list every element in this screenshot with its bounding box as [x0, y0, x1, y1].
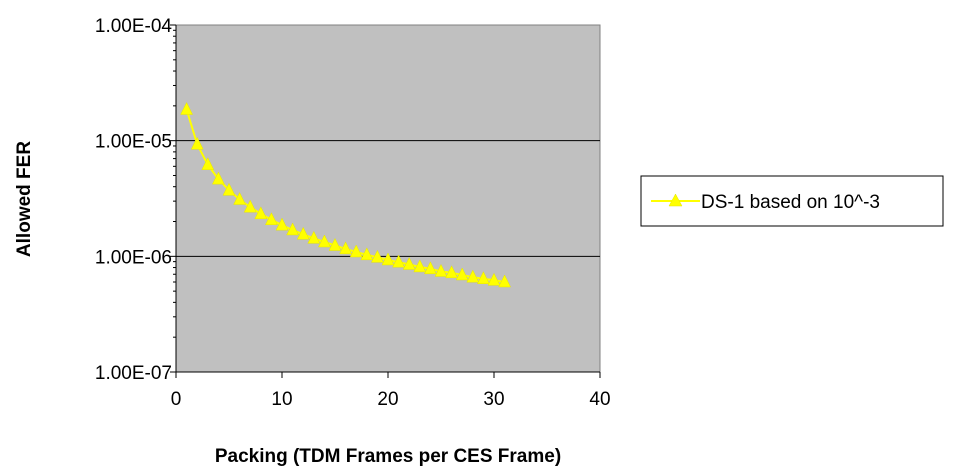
data-point	[264, 212, 278, 226]
data-point	[487, 272, 501, 286]
y-tick-label: 1.00E-04	[95, 16, 173, 37]
series-layer	[180, 101, 512, 288]
data-point	[402, 256, 416, 270]
data-point	[434, 263, 448, 277]
data-point	[211, 171, 225, 185]
data-point	[370, 249, 384, 263]
data-point	[498, 274, 512, 288]
data-point	[476, 271, 490, 285]
data-point	[392, 254, 406, 268]
legend: DS-1 based on 10^-3	[640, 175, 944, 227]
data-point	[455, 267, 469, 281]
y-tick-label: 1.00E-07	[95, 363, 172, 384]
data-point	[445, 265, 459, 279]
x-axis-title: Packing (TDM Frames per CES Frame)	[215, 446, 561, 467]
legend-triangle-marker	[668, 193, 683, 207]
data-point	[190, 136, 204, 150]
data-point	[233, 191, 247, 205]
x-tick-label: 40	[589, 389, 610, 410]
x-tick-label: 20	[377, 389, 398, 410]
y-tick-label: 1.00E-05	[95, 132, 172, 153]
data-point	[296, 226, 310, 240]
data-point	[349, 244, 363, 258]
data-point	[307, 230, 321, 244]
data-point	[339, 241, 353, 255]
data-point	[243, 199, 257, 213]
x-tick-label: 0	[171, 389, 182, 410]
x-tick-label: 30	[483, 389, 504, 410]
x-tick-label: 10	[271, 389, 292, 410]
y-axis-title: Allowed FER	[14, 141, 35, 257]
data-point	[222, 182, 236, 196]
plot-area	[175, 24, 601, 373]
data-point	[413, 259, 427, 273]
data-point	[360, 247, 374, 261]
legend-label: DS-1 based on 10^-3	[701, 192, 880, 213]
data-point	[317, 234, 331, 248]
y-ticks: 1.00E-07 1.00E-06 1.00E-05 1.00E-04	[95, 16, 176, 384]
y-tick-label: 1.00E-06	[95, 247, 172, 268]
data-point	[423, 261, 437, 275]
data-point	[275, 217, 289, 231]
x-ticks: 0 10 20 30 40	[171, 372, 611, 410]
data-point	[180, 101, 194, 115]
data-point	[201, 157, 215, 170]
data-point	[381, 252, 395, 266]
data-point	[286, 222, 300, 236]
data-point	[466, 269, 480, 283]
data-point	[254, 206, 268, 220]
data-point	[328, 237, 342, 251]
